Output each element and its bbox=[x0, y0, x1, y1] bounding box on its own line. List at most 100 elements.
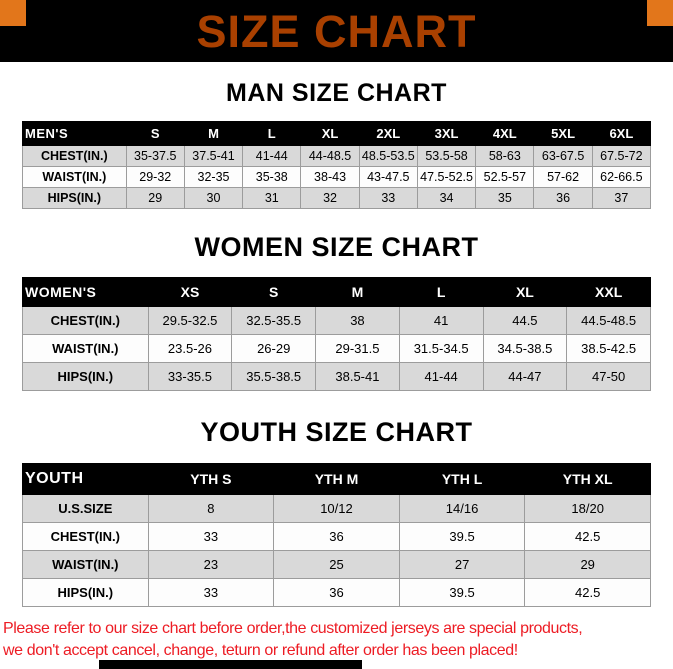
size-value-cell: 36 bbox=[273, 522, 400, 551]
size-value-cell: 14/16 bbox=[398, 494, 526, 523]
size-value-cell: 34 bbox=[416, 187, 477, 209]
section-title-man: MAN SIZE CHART bbox=[226, 79, 447, 107]
table-row: CHEST(IN.) 29.5-32.5 32.5-35.5 38 41 44.5 44.5… bbox=[22, 306, 651, 335]
size-value-cell: 35-37.5 bbox=[125, 145, 185, 167]
size-value-cell: 63-67.5 bbox=[533, 145, 593, 167]
women-size-chart-section: WOMEN SIZE CHART WOMEN'S XS S M L XL XXL CHEST(… bbox=[0, 232, 673, 391]
size-value-cell: 36 bbox=[533, 187, 593, 209]
size-value-cell: 38.5-42.5 bbox=[566, 334, 651, 363]
size-value-cell: 30 bbox=[183, 187, 244, 209]
size-value-cell: 39.5 bbox=[398, 522, 526, 551]
size-column-header: 6XL bbox=[591, 121, 652, 146]
size-column-header: XXL bbox=[566, 277, 651, 307]
size-column-header: YTH S bbox=[147, 463, 275, 495]
measurement-label-cell: HIPS(IN.) bbox=[22, 578, 149, 607]
size-column-header: L bbox=[242, 121, 302, 146]
size-value-cell: 52.5-57 bbox=[475, 166, 535, 188]
size-value-cell: 42.5 bbox=[524, 578, 651, 607]
corner-accent-left bbox=[0, 0, 26, 26]
size-value-cell: 44.5 bbox=[482, 306, 568, 335]
size-value-cell: 26-29 bbox=[231, 334, 317, 363]
size-value-cell: 58-63 bbox=[475, 145, 535, 167]
header-row: WOMEN'S XS S M L XL XXL bbox=[22, 277, 651, 307]
youth-size-chart-section: YOUTH SIZE CHART YOUTH YTH S YTH M YTH L YTH… bbox=[0, 417, 673, 607]
size-value-cell: 29-31.5 bbox=[315, 334, 400, 363]
size-value-cell: 37 bbox=[591, 187, 652, 209]
table-row: CHEST(IN.) 33 36 39.5 42.5 bbox=[22, 522, 651, 551]
size-value-cell: 48.5-53.5 bbox=[358, 145, 418, 167]
bottom-black-bar bbox=[99, 660, 362, 669]
size-value-cell: 29-32 bbox=[125, 166, 185, 188]
size-value-cell: 39.5 bbox=[398, 578, 526, 607]
size-value-cell: 23.5-26 bbox=[147, 334, 233, 363]
size-value-cell: 62-66.5 bbox=[591, 166, 652, 188]
size-column-header: XL bbox=[300, 121, 360, 146]
size-column-header: XL bbox=[482, 277, 568, 307]
disclaimer-line-2: we don't accept cancel, change, teturn o… bbox=[3, 641, 518, 659]
size-value-cell: 67.5-72 bbox=[591, 145, 652, 167]
size-value-cell: 41 bbox=[398, 306, 484, 335]
size-value-cell: 33-35.5 bbox=[147, 362, 233, 391]
size-column-header: M bbox=[315, 277, 400, 307]
size-value-cell: 38 bbox=[315, 306, 400, 335]
measurement-label-cell: U.S.SIZE bbox=[22, 494, 149, 523]
size-value-cell: 37.5-41 bbox=[183, 145, 244, 167]
page-title: SIZE CHART bbox=[196, 5, 477, 57]
size-value-cell: 47-50 bbox=[566, 362, 651, 391]
table-row: U.S.SIZE 8 10/12 14/16 18/20 bbox=[22, 494, 651, 523]
header-row: MEN'S S M L XL 2XL 3XL 4XL 5XL 6XL bbox=[22, 121, 652, 146]
size-value-cell: 29.5-32.5 bbox=[147, 306, 233, 335]
size-value-cell: 32 bbox=[300, 187, 360, 209]
disclaimer-line-1: Please refer to our size chart before or… bbox=[3, 620, 583, 637]
size-column-header: S bbox=[231, 277, 317, 307]
size-value-cell: 38.5-41 bbox=[315, 362, 400, 391]
corner-accent-right bbox=[647, 0, 673, 26]
size-column-header: YTH L bbox=[398, 463, 526, 495]
table-row: HIPS(IN.) 33 36 39.5 42.5 bbox=[22, 578, 651, 607]
measurement-label-cell: HIPS(IN.) bbox=[22, 187, 127, 209]
women-size-table: WOMEN'S XS S M L XL XXL CHEST(IN.) 29.5-32.5 32.5… bbox=[22, 277, 651, 391]
size-column-header: 3XL bbox=[416, 121, 477, 146]
size-column-header: S bbox=[125, 121, 185, 146]
size-value-cell: 18/20 bbox=[524, 494, 651, 523]
size-value-cell: 32-35 bbox=[183, 166, 244, 188]
size-value-cell: 41-44 bbox=[242, 145, 302, 167]
size-value-cell: 31 bbox=[242, 187, 302, 209]
man-size-table: MEN'S S M L XL 2XL 3XL 4XL 5XL 6XL CHEST(IN.) 35-37… bbox=[22, 121, 652, 209]
size-column-header: YTH XL bbox=[524, 463, 651, 495]
measurement-label-cell: WAIST(IN.) bbox=[22, 166, 127, 188]
size-value-cell: 57-62 bbox=[533, 166, 593, 188]
measurement-label-cell: CHEST(IN.) bbox=[22, 145, 127, 167]
size-value-cell: 41-44 bbox=[398, 362, 484, 391]
measurement-label-cell: CHEST(IN.) bbox=[22, 522, 149, 551]
size-value-cell: 44-48.5 bbox=[300, 145, 360, 167]
size-value-cell: 35.5-38.5 bbox=[231, 362, 317, 391]
size-value-cell: 42.5 bbox=[524, 522, 651, 551]
size-value-cell: 10/12 bbox=[273, 494, 400, 523]
table-row: HIPS(IN.) 29 30 31 32 33 34 35 36 37 bbox=[22, 187, 652, 209]
size-value-cell: 29 bbox=[125, 187, 185, 209]
disclaimer: Please refer to our size chart before or… bbox=[3, 618, 673, 661]
size-value-cell: 8 bbox=[147, 494, 275, 523]
size-column-header: 5XL bbox=[533, 121, 593, 146]
measurement-label-cell: WAIST(IN.) bbox=[22, 334, 149, 363]
table-row: WAIST(IN.) 23 25 27 29 bbox=[22, 550, 651, 579]
table-row: WAIST(IN.) 23.5-26 26-29 29-31.5 31.5-34.5 34… bbox=[22, 334, 651, 363]
size-column-header: M bbox=[183, 121, 244, 146]
size-value-cell: 53.5-58 bbox=[416, 145, 477, 167]
size-value-cell: 44-47 bbox=[482, 362, 568, 391]
table-row: WAIST(IN.) 29-32 32-35 35-38 38-43 43-47.5 47.… bbox=[22, 166, 652, 188]
banner: SIZE CHART bbox=[0, 0, 673, 62]
size-column-header: 2XL bbox=[358, 121, 418, 146]
youth-size-table: YOUTH YTH S YTH M YTH L YTH XL U.S.SIZE 8 10/12… bbox=[22, 463, 651, 607]
size-value-cell: 27 bbox=[398, 550, 526, 579]
size-value-cell: 34.5-38.5 bbox=[482, 334, 568, 363]
size-value-cell: 43-47.5 bbox=[358, 166, 418, 188]
header-row: YOUTH YTH S YTH M YTH L YTH XL bbox=[22, 463, 651, 495]
table-row: HIPS(IN.) 33-35.5 35.5-38.5 38.5-41 41-44 44-… bbox=[22, 362, 651, 391]
row-group-header: MEN'S bbox=[22, 121, 127, 146]
size-value-cell: 38-43 bbox=[300, 166, 360, 188]
size-value-cell: 47.5-52.5 bbox=[416, 166, 477, 188]
size-column-header: 4XL bbox=[475, 121, 535, 146]
row-group-header: WOMEN'S bbox=[22, 277, 149, 307]
